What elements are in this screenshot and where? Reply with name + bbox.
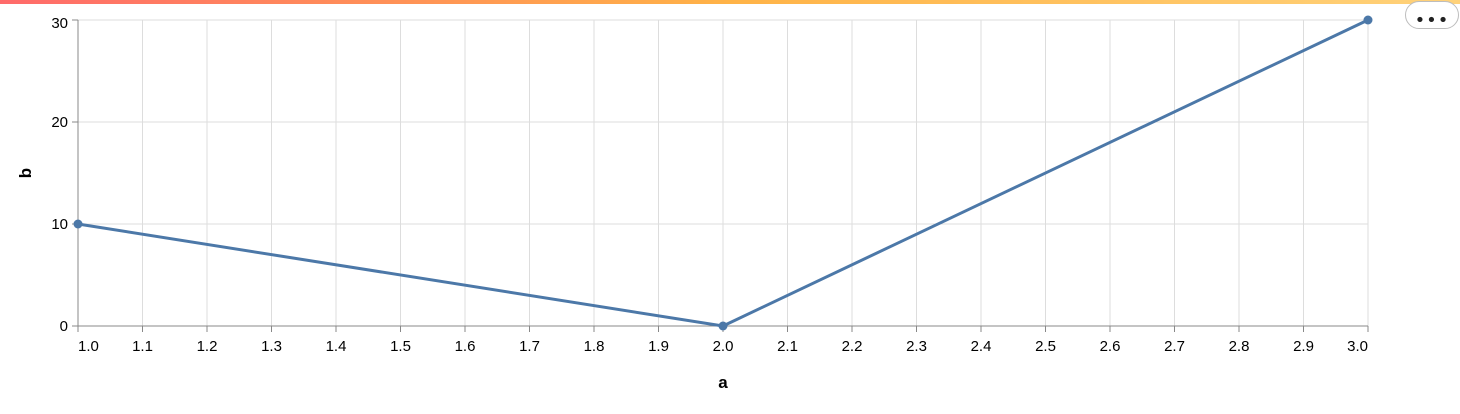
- series-group: [73, 15, 1373, 331]
- x-tick-label: 1.7: [519, 338, 540, 355]
- x-axis-ticks: 1.0 1.1 1.2 1.3 1.4 1.5 1.6 1.7 1.8 1.9 2.0 2.1 2.2 2…: [77, 326, 1369, 355]
- x-tick-label: 2.4: [971, 338, 992, 355]
- x-tick-label: 1.4: [326, 338, 347, 355]
- x-tick-label: 1.0: [78, 338, 99, 355]
- y-tick-label: 10: [51, 216, 68, 233]
- x-tick-label: 2.0: [713, 338, 734, 355]
- x-tick-label: 2.1: [777, 338, 798, 355]
- x-tick-label: 2.6: [1100, 338, 1121, 355]
- x-tick-label: 1.3: [261, 338, 282, 355]
- x-tick-label: 2.8: [1229, 338, 1250, 355]
- x-tick-label: 1.8: [584, 338, 605, 355]
- top-accent-bar: [0, 0, 1460, 4]
- x-tick-label: 2.9: [1293, 338, 1314, 355]
- data-point: [718, 321, 728, 331]
- grid-lines: [77, 19, 1369, 327]
- x-tick-label: 1.9: [648, 338, 669, 355]
- x-tick-label: 1.2: [197, 338, 218, 355]
- x-tick-label: 1.1: [132, 338, 153, 355]
- x-tick-label: 1.6: [455, 338, 476, 355]
- y-axis-ticks: 0 10 20 30: [51, 15, 78, 335]
- x-axis-title: a: [718, 373, 728, 392]
- y-tick-label: 0: [60, 318, 68, 335]
- x-tick-label: 2.7: [1164, 338, 1185, 355]
- x-tick-label: 2.2: [842, 338, 863, 355]
- ellipsis-icon: •••: [1414, 10, 1450, 31]
- x-tick-label: 2.3: [906, 338, 927, 355]
- x-tick-label: 2.5: [1035, 338, 1056, 355]
- data-point: [73, 219, 83, 229]
- x-tick-label: 1.5: [390, 338, 411, 355]
- y-tick-label: 30: [51, 15, 68, 32]
- y-axis-title: b: [16, 168, 35, 178]
- data-point: [1363, 15, 1373, 25]
- y-tick-label: 20: [51, 114, 68, 131]
- chart-actions-menu-button[interactable]: •••: [1405, 1, 1459, 31]
- x-tick-label: 3.0: [1347, 338, 1368, 355]
